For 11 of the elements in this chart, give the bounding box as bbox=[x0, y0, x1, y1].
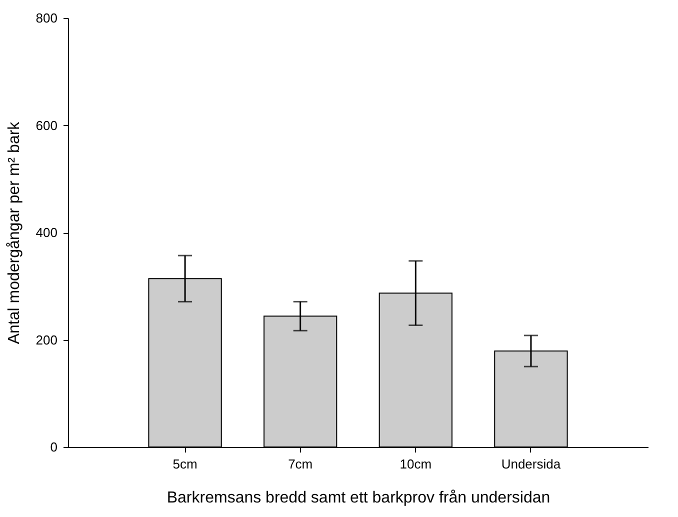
x-tick-label: Undersida bbox=[501, 456, 562, 472]
x-tick-label: 7cm bbox=[288, 456, 313, 472]
y-tick-label: 200 bbox=[36, 332, 58, 348]
x-axis-title: Barkremsans bredd samt ett barkprov från undersidan bbox=[166, 490, 550, 506]
y-tick-label: 800 bbox=[36, 10, 58, 26]
y-tick-label: 0 bbox=[50, 440, 58, 454]
y-tick-label: 600 bbox=[36, 118, 58, 133]
y-axis-title: Antal modergångar per m² bark bbox=[6, 120, 23, 344]
x-tick-label: 10cm bbox=[400, 456, 432, 472]
y-tick-label: 400 bbox=[36, 225, 58, 240]
x-tick-label: 5cm bbox=[172, 456, 198, 472]
